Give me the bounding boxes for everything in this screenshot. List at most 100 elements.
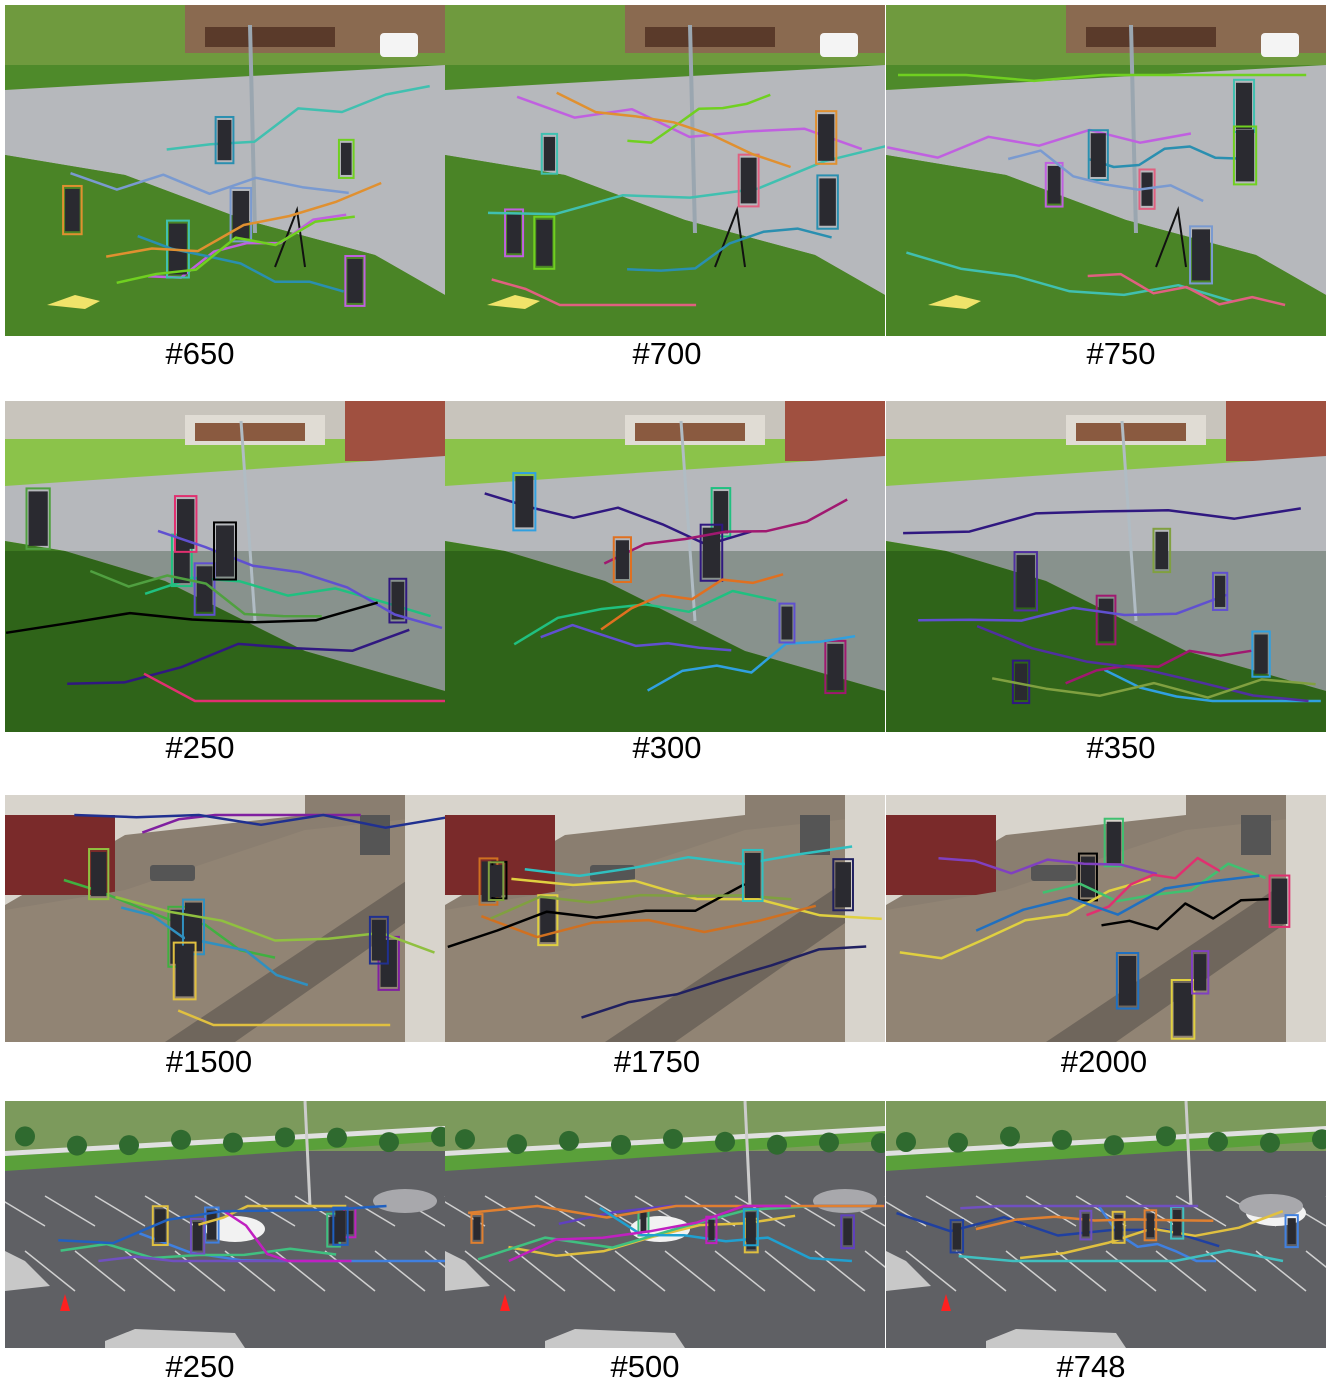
frame-panel-r4-c1 <box>5 1101 445 1348</box>
track <box>918 571 1229 622</box>
person-figure <box>347 259 363 303</box>
trajectory-line <box>599 1206 852 1263</box>
person-figure <box>781 606 793 640</box>
track <box>504 95 863 258</box>
person-figure <box>1098 598 1114 642</box>
bounding-box <box>1143 1209 1158 1242</box>
frame-panel-r2-c3 <box>886 401 1326 732</box>
person-figure <box>640 1212 647 1233</box>
trajectory-line <box>224 1210 352 1263</box>
track <box>70 172 349 243</box>
bounding-box <box>710 487 732 538</box>
track <box>1086 856 1291 928</box>
track <box>581 858 867 1019</box>
person-figure <box>819 178 836 226</box>
person-figure <box>702 527 721 578</box>
person-figure <box>207 1210 217 1240</box>
frame-panel-r1-c3 <box>886 5 1326 336</box>
person-figure <box>744 852 761 899</box>
scene-background <box>445 401 885 732</box>
bounding-box <box>1111 1210 1126 1244</box>
track <box>540 602 796 652</box>
track <box>1065 594 1252 685</box>
person-figure <box>65 188 80 232</box>
person-figure <box>1014 663 1028 701</box>
trajectory-line <box>467 1204 885 1219</box>
person-figure <box>391 581 405 620</box>
track <box>67 577 410 685</box>
person-figure <box>1192 229 1211 281</box>
person-figure <box>176 499 195 549</box>
trajectory-line <box>58 1204 387 1245</box>
trajectory-line <box>120 906 309 987</box>
bounding-box <box>512 472 537 532</box>
track <box>487 861 792 920</box>
bounding-box <box>533 215 556 270</box>
trajectory-line <box>89 569 322 618</box>
bounding-box <box>1251 630 1271 678</box>
person-figure <box>507 212 522 254</box>
person-figure <box>340 142 352 175</box>
track <box>886 128 1192 208</box>
scene-background <box>886 1101 1326 1348</box>
person-figure <box>536 219 553 266</box>
frame-number-caption: #1500 <box>165 1044 253 1079</box>
bounding-box <box>1087 129 1109 181</box>
scene-background <box>5 1101 445 1348</box>
person-figure <box>335 1210 346 1242</box>
track <box>157 529 443 630</box>
track <box>524 845 853 903</box>
person-figure <box>1106 821 1121 864</box>
trajectory-line <box>581 945 867 1019</box>
bounding-box <box>62 184 83 236</box>
person-figure <box>1016 555 1035 608</box>
bounding-box <box>1170 979 1196 1040</box>
person-figure <box>175 945 194 997</box>
person-figure <box>1235 129 1255 182</box>
bounding-box <box>1232 125 1258 186</box>
bounding-box <box>470 1213 484 1244</box>
person-figure <box>1173 1209 1182 1236</box>
frame-number-caption: #700 <box>632 336 702 371</box>
bounding-box <box>368 915 389 965</box>
trajectory-line <box>1007 149 1204 203</box>
track <box>975 874 1260 1010</box>
bounding-box <box>699 523 724 582</box>
trajectory-line <box>508 1204 791 1263</box>
trajectory-line <box>198 1204 347 1226</box>
track <box>172 941 391 1027</box>
scene-background <box>5 795 445 1042</box>
person-figure <box>827 643 844 691</box>
track <box>487 132 885 216</box>
track <box>599 1206 852 1263</box>
person-figure <box>745 1212 756 1243</box>
frame-number-caption: #1750 <box>613 1044 701 1079</box>
trajectory-line <box>1088 145 1241 169</box>
bounding-box <box>332 1206 349 1246</box>
frame-panel-r3-c2 <box>445 795 885 1042</box>
trajectory-line <box>143 672 445 703</box>
track <box>511 877 882 947</box>
trajectory-line <box>524 845 853 878</box>
bounding-box <box>612 536 632 583</box>
track <box>603 498 848 695</box>
person-figure <box>217 119 232 161</box>
track <box>938 857 1210 995</box>
scene-background <box>5 5 445 336</box>
track <box>143 495 445 703</box>
trajectory-line <box>960 1204 1199 1210</box>
bounding-box <box>816 174 839 230</box>
person-figure <box>196 566 213 612</box>
person-figure <box>1194 954 1207 991</box>
bounding-box <box>949 1219 965 1254</box>
person-figure <box>1254 634 1268 674</box>
bounding-box <box>1115 952 1140 1010</box>
trajectory-line <box>1086 856 1221 917</box>
track <box>898 73 1307 186</box>
track <box>903 507 1301 705</box>
person-figure <box>708 1219 715 1241</box>
person-figure <box>1114 1214 1123 1240</box>
person-figure <box>1214 575 1226 607</box>
trajectory-line <box>1101 897 1270 931</box>
trajectory-line <box>166 84 430 151</box>
